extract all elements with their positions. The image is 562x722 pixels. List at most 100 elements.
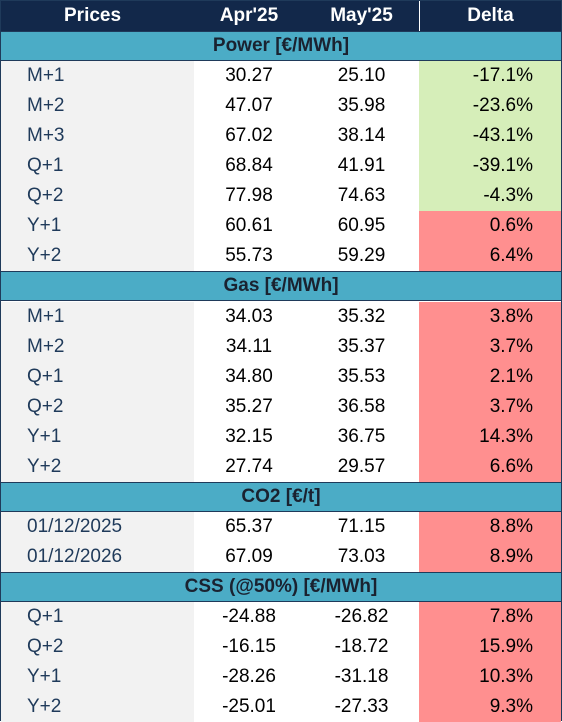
may-value: 36.58: [304, 391, 419, 422]
apr-value: 34.11: [194, 331, 304, 362]
row-label: Y+2: [1, 241, 194, 272]
apr-value: 67.09: [194, 541, 304, 572]
header-row: Prices Apr'25 May'25 Delta: [1, 1, 561, 31]
may-value: 71.15: [304, 511, 419, 542]
section-title: Gas [€/MWh]: [1, 271, 561, 302]
may-value: 60.95: [304, 211, 419, 242]
delta-value: 10.3%: [419, 662, 561, 693]
apr-value: 60.61: [194, 211, 304, 242]
delta-value: -23.6%: [419, 91, 561, 122]
row-label: 01/12/2026: [1, 541, 194, 572]
table-row: Q+1 68.84 41.91 -39.1%: [1, 151, 561, 182]
table-row: M+3 67.02 38.14 -43.1%: [1, 121, 561, 152]
apr-value: 68.84: [194, 151, 304, 182]
apr-value: 67.02: [194, 121, 304, 152]
delta-value: -43.1%: [419, 121, 561, 152]
row-label: Q+1: [1, 602, 194, 632]
table-row: Q+2 35.27 36.58 3.7%: [1, 391, 561, 422]
apr-value: 77.98: [194, 181, 304, 212]
header-may: May'25: [330, 5, 393, 26]
header-delta: Delta: [419, 1, 561, 31]
row-label: 01/12/2025: [1, 511, 194, 542]
header-prices: Prices: [64, 5, 122, 26]
row-label: M+3: [1, 121, 194, 152]
may-value: -27.33: [304, 692, 419, 722]
row-label: Q+2: [1, 632, 194, 663]
delta-value: 2.1%: [419, 361, 561, 392]
section-title: CO2 [€/t]: [1, 481, 561, 512]
row-label: M+1: [1, 61, 194, 92]
apr-value: 34.03: [194, 301, 304, 332]
row-label: M+1: [1, 301, 194, 332]
table-row: Y+1 32.15 36.75 14.3%: [1, 421, 561, 452]
delta-value: -4.3%: [419, 181, 561, 212]
may-value: 36.75: [304, 421, 419, 452]
row-label: Q+2: [1, 391, 194, 422]
row-label: M+2: [1, 91, 194, 122]
may-value: -18.72: [304, 632, 419, 663]
row-label: Y+2: [1, 451, 194, 482]
may-value: 35.98: [304, 91, 419, 122]
may-value: 35.32: [304, 301, 419, 332]
section-title: Power [€/MWh]: [1, 31, 561, 62]
table-row: 01/12/2025 65.37 71.15 8.8%: [1, 511, 561, 542]
apr-value: 30.27: [194, 61, 304, 92]
may-value: -31.18: [304, 662, 419, 693]
delta-value: 9.3%: [419, 692, 561, 722]
table-row: Q+1 34.80 35.53 2.1%: [1, 361, 561, 392]
table-row: Q+1 -24.88 -26.82 7.8%: [1, 602, 561, 632]
table-row: Y+1 -28.26 -31.18 10.3%: [1, 662, 561, 693]
row-label: Q+2: [1, 181, 194, 212]
row-label: M+2: [1, 331, 194, 362]
may-value: 38.14: [304, 121, 419, 152]
delta-value: 0.6%: [419, 211, 561, 242]
delta-value: 3.7%: [419, 391, 561, 422]
table-row: M+2 34.11 35.37 3.7%: [1, 331, 561, 362]
row-label: Y+1: [1, 662, 194, 693]
delta-value: 15.9%: [419, 632, 561, 663]
may-value: 41.91: [304, 151, 419, 182]
apr-value: -28.26: [194, 662, 304, 693]
apr-value: -25.01: [194, 692, 304, 722]
table-row: Q+2 -16.15 -18.72 15.9%: [1, 632, 561, 663]
header-apr: Apr'25: [219, 5, 279, 26]
row-label: Y+2: [1, 692, 194, 722]
may-value: 35.37: [304, 331, 419, 362]
apr-value: 47.07: [194, 91, 304, 122]
may-value: 35.53: [304, 361, 419, 392]
apr-value: -24.88: [194, 602, 304, 632]
table-row: M+1 34.03 35.32 3.8%: [1, 301, 561, 332]
table-row: Y+2 27.74 29.57 6.6%: [1, 451, 561, 482]
table-row: 01/12/2026 67.09 73.03 8.9%: [1, 541, 561, 572]
delta-value: 8.9%: [419, 541, 561, 572]
row-label: Q+1: [1, 151, 194, 182]
may-value: 29.57: [304, 451, 419, 482]
apr-value: -16.15: [194, 632, 304, 663]
delta-value: 6.6%: [419, 451, 561, 482]
may-value: 74.63: [304, 181, 419, 212]
delta-value: 3.7%: [419, 331, 561, 362]
may-value: 59.29: [304, 241, 419, 272]
table-row: Y+2 55.73 59.29 6.4%: [1, 241, 561, 272]
delta-value: 7.8%: [419, 602, 561, 632]
apr-value: 34.80: [194, 361, 304, 392]
apr-value: 55.73: [194, 241, 304, 272]
apr-value: 65.37: [194, 511, 304, 542]
delta-value: -17.1%: [419, 61, 561, 92]
row-label: Y+1: [1, 211, 194, 242]
table-row: M+2 47.07 35.98 -23.6%: [1, 91, 561, 122]
delta-value: 6.4%: [419, 241, 561, 272]
delta-value: 8.8%: [419, 511, 561, 542]
may-value: -26.82: [304, 602, 419, 632]
apr-value: 32.15: [194, 421, 304, 452]
delta-value: 14.3%: [419, 421, 561, 452]
table-row: M+1 30.27 25.10 -17.1%: [1, 61, 561, 92]
section-title: CSS (@50%) [€/MWh]: [1, 571, 561, 602]
table-row: Q+2 77.98 74.63 -4.3%: [1, 181, 561, 212]
table-row: Y+1 60.61 60.95 0.6%: [1, 211, 561, 242]
row-label: Y+1: [1, 421, 194, 452]
row-label: Q+1: [1, 361, 194, 392]
may-value: 25.10: [304, 61, 419, 92]
apr-value: 35.27: [194, 391, 304, 422]
